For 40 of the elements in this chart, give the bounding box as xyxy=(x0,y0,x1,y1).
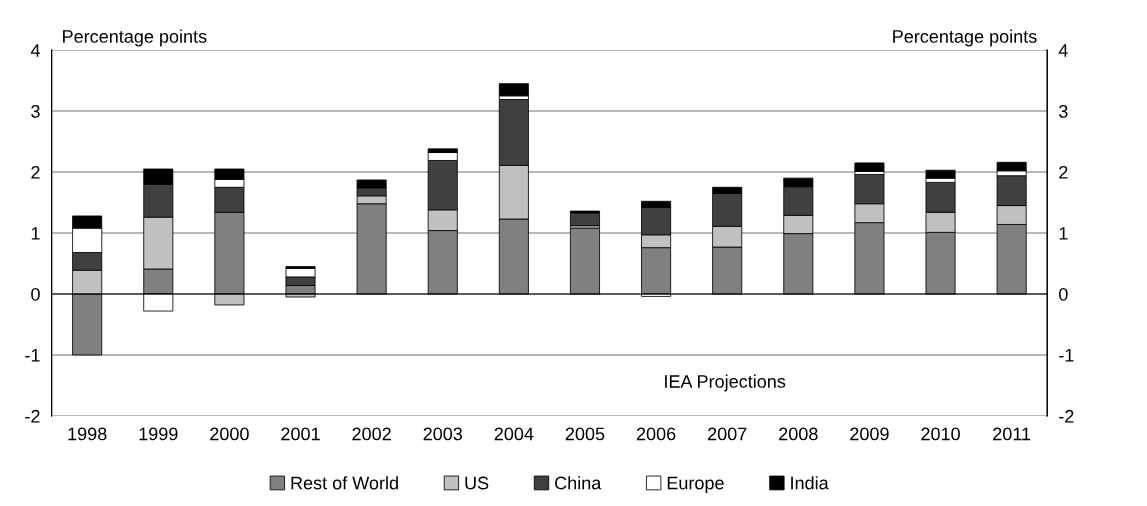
legend-label: US xyxy=(465,476,489,490)
y2-tick-label: -1 xyxy=(1059,349,1074,362)
legend-label: Europe xyxy=(667,476,724,493)
y2-tick-label: -2 xyxy=(1059,409,1074,423)
legend-label: India xyxy=(791,476,829,490)
y-tick-label: -2 xyxy=(25,409,40,423)
y-tick-label: 1 xyxy=(31,227,40,240)
y-tick-label: 4 xyxy=(30,44,40,57)
legend-label: Rest of World xyxy=(291,476,398,490)
x-tick-label: 2011 xyxy=(993,427,1031,441)
x-tick-label: 2009 xyxy=(850,427,889,441)
x-tick-label: 2010 xyxy=(921,427,960,441)
x-tick-label: 2001 xyxy=(281,427,320,441)
x-tick-label: 1998 xyxy=(68,427,107,441)
y-axis-title: Percentage points xyxy=(63,29,207,47)
x-tick-label: 2006 xyxy=(636,427,676,441)
y2-tick-label: 0 xyxy=(1059,287,1068,301)
bar xyxy=(854,162,885,172)
bar xyxy=(498,83,529,97)
bar xyxy=(925,169,956,179)
x-tick-label: 2005 xyxy=(565,427,605,441)
annotation: IEA Projections xyxy=(665,374,786,392)
x-tick-label: 2003 xyxy=(423,427,463,441)
x-tick-label: 1999 xyxy=(139,427,178,441)
y-tick-label: 2 xyxy=(31,165,40,179)
x-tick-label: 2000 xyxy=(210,427,249,441)
y2-tick-label: 2 xyxy=(1059,165,1068,179)
y2-tick-label: 3 xyxy=(1059,105,1068,118)
x-tick-label: 2007 xyxy=(708,427,747,441)
legend-label: China xyxy=(555,476,602,490)
bar xyxy=(996,161,1027,172)
y2-tick-label: 4 xyxy=(1058,44,1068,57)
y-tick-label: 3 xyxy=(31,105,40,118)
x-tick-label: 2002 xyxy=(352,427,391,441)
x-tick-label: 2004 xyxy=(494,427,534,441)
y-tick-label: -1 xyxy=(25,349,40,362)
y-tick-label: 0 xyxy=(31,287,40,301)
x-tick-label: 2008 xyxy=(779,427,818,441)
y2-tick-label: 1 xyxy=(1059,227,1068,240)
y2-axis-title: Percentage points xyxy=(893,29,1037,47)
